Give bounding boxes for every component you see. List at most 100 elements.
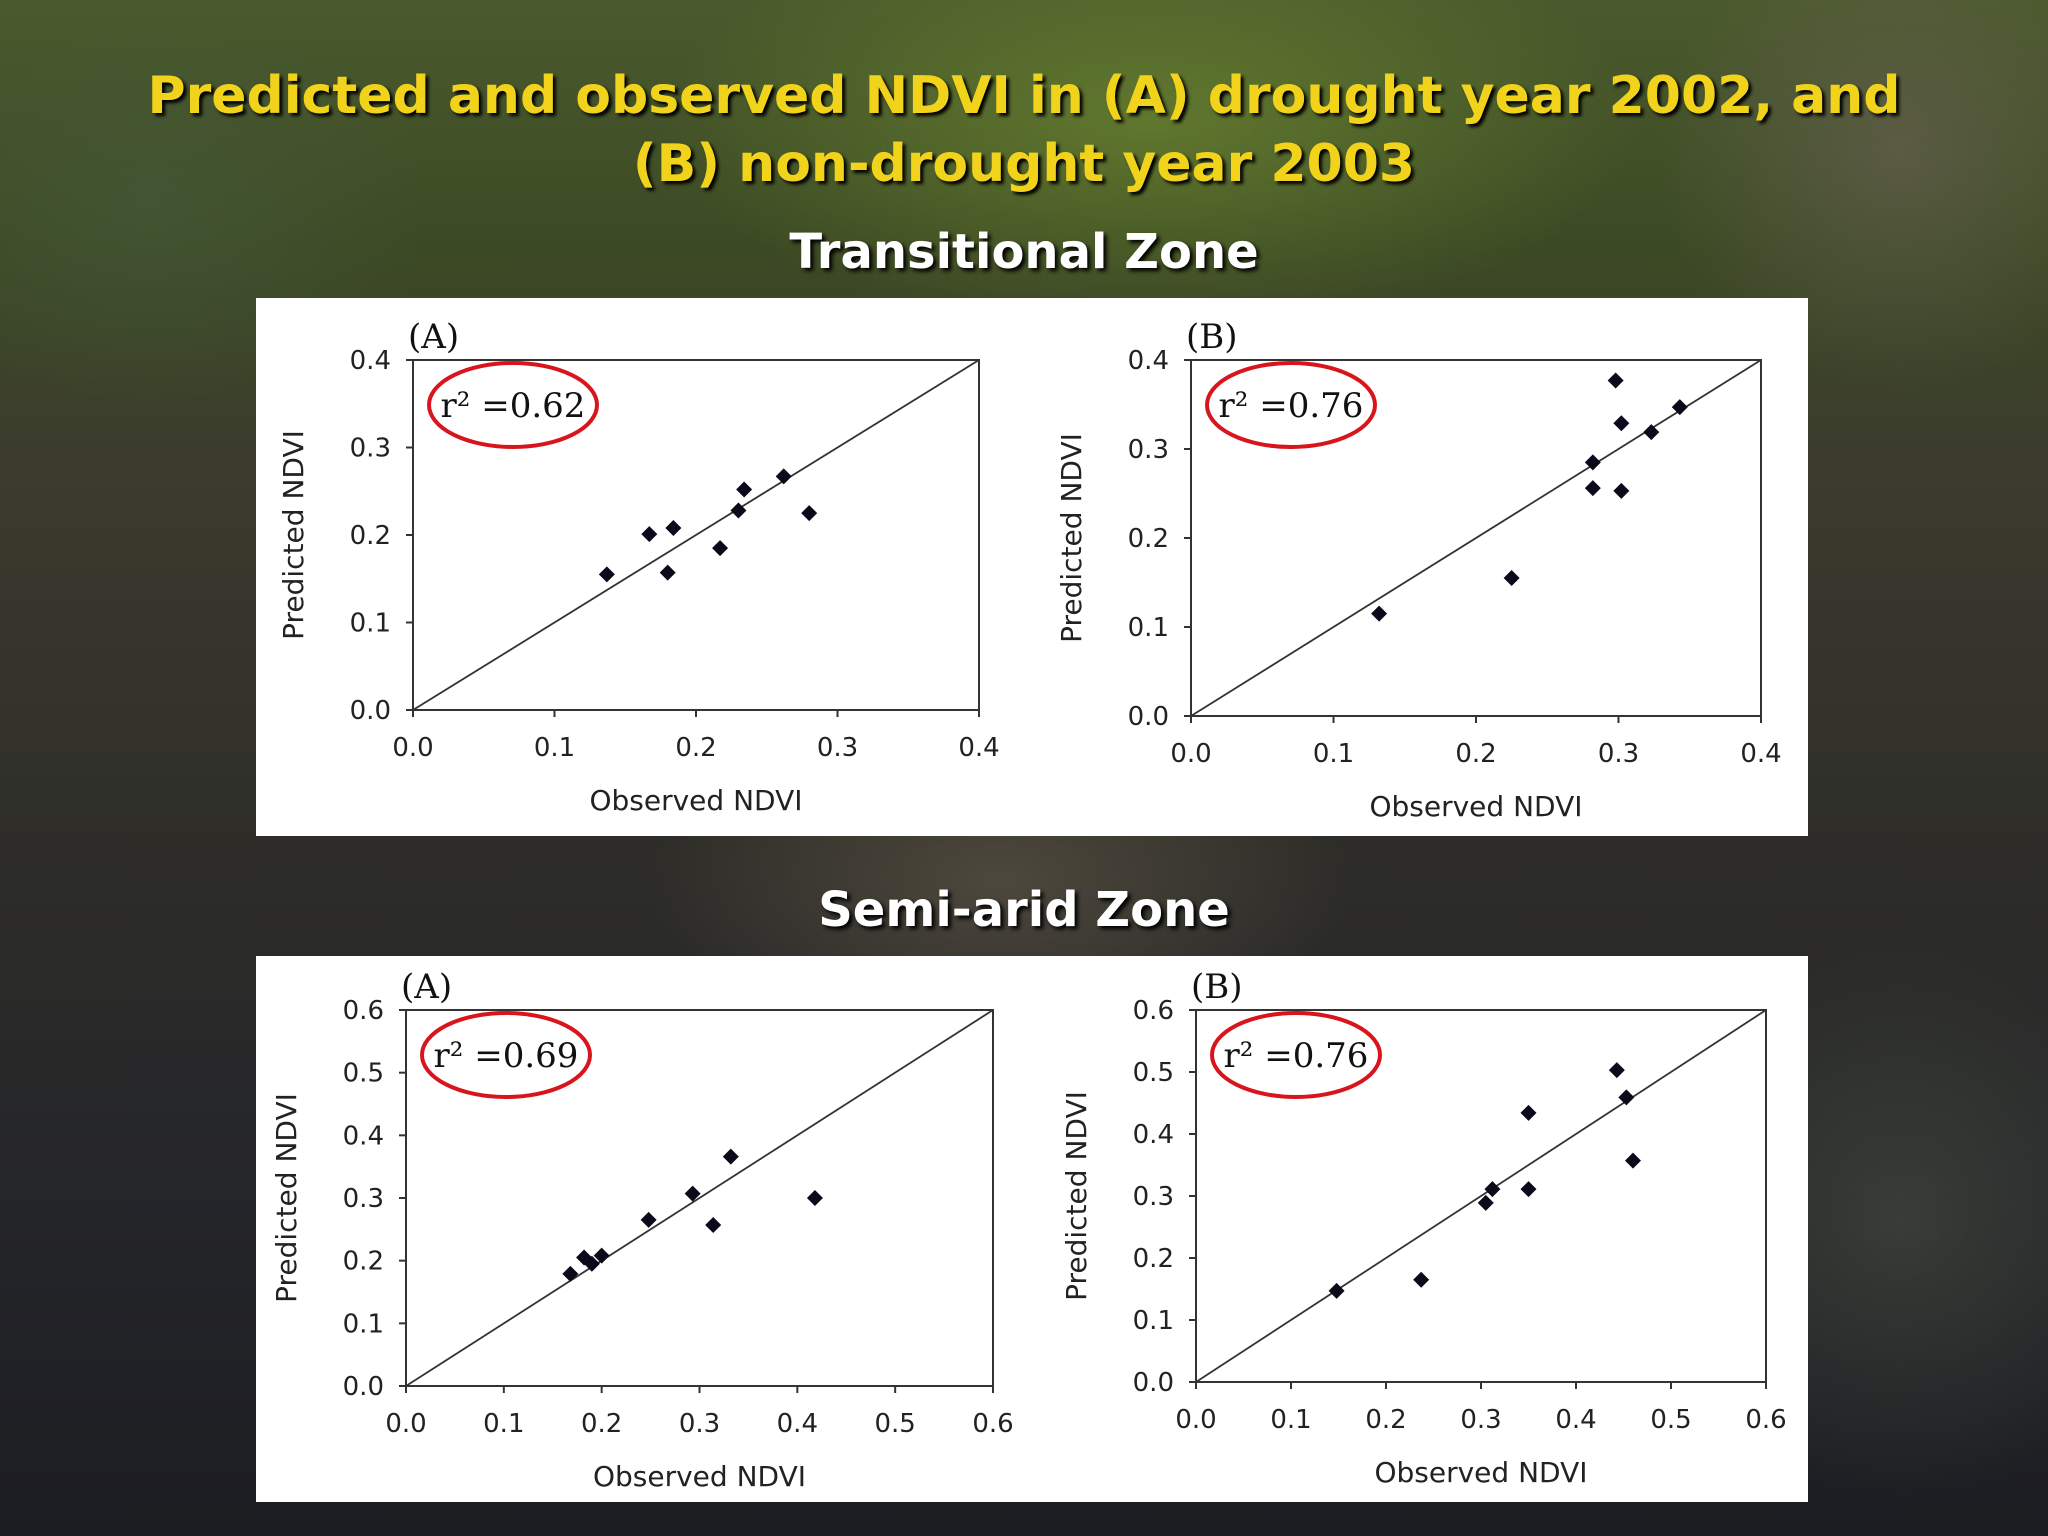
y-tick-label: 0.0 xyxy=(1128,702,1169,732)
x-tick-label: 0.2 xyxy=(1365,1405,1406,1435)
one-to-one-line xyxy=(412,359,980,711)
y-tick-label: 0.5 xyxy=(1133,1058,1174,1088)
x-axis-label: Observed NDVI xyxy=(589,784,802,817)
data-point xyxy=(562,1265,579,1282)
semiarid-panel: 0.0 0.1 0.2 0.3 0.4 0.5 0.6 0.0 0.1 0.2 0.3 0.4 0.5 0… xyxy=(256,956,1808,1502)
x-tick-label: 0.2 xyxy=(675,733,716,763)
slide-title: Predicted and observed NDVI in (A) droug… xyxy=(0,62,2048,198)
y-tick-label: 0.6 xyxy=(343,996,384,1026)
data-point xyxy=(641,526,658,543)
y-tick-label: 0.2 xyxy=(350,521,391,551)
y-axis-label: Predicted NDVI xyxy=(1060,1091,1093,1301)
data-point xyxy=(736,481,753,498)
x-tick-label: 0.2 xyxy=(581,1409,622,1439)
data-point xyxy=(598,566,615,583)
zone-label-transitional: Transitional Zone xyxy=(789,224,1259,280)
x-tick-label: 0.3 xyxy=(679,1409,720,1439)
data-point xyxy=(801,505,818,522)
x-tick-label: 0.6 xyxy=(972,1409,1013,1439)
y-tick-label: 0.4 xyxy=(350,346,391,376)
x-tick-label: 0.4 xyxy=(958,733,999,763)
data-point xyxy=(1520,1181,1537,1198)
data-point xyxy=(1618,1089,1635,1106)
y-axis-label: Predicted NDVI xyxy=(1055,433,1088,643)
data-point xyxy=(705,1216,722,1233)
x-tick-label: 0.0 xyxy=(1170,739,1211,769)
data-point xyxy=(1477,1194,1494,1211)
data-point xyxy=(775,468,792,485)
slide-title-line-2: (B) non-drought year 2003 xyxy=(632,134,1416,194)
data-point xyxy=(1371,605,1388,622)
data-point xyxy=(583,1255,600,1272)
data-point xyxy=(684,1185,701,1202)
x-tick-label: 0.1 xyxy=(1270,1405,1311,1435)
x-tick-label: 0.5 xyxy=(874,1409,915,1439)
data-point xyxy=(1613,415,1630,432)
x-tick-label: 0.4 xyxy=(1555,1405,1596,1435)
y-tick-label: 0.4 xyxy=(343,1121,384,1151)
y-tick-label: 0.3 xyxy=(1133,1182,1174,1212)
y-tick-label: 0.2 xyxy=(1133,1244,1174,1274)
data-point xyxy=(1607,372,1624,389)
panel-letter: (B) xyxy=(1191,967,1243,1007)
slide-title-line-1: Predicted and observed NDVI in (A) droug… xyxy=(147,66,1901,126)
r2-highlight-ellipse xyxy=(1210,1011,1382,1099)
x-axis-label: Observed NDVI xyxy=(1374,1456,1587,1489)
transitional-charts-svg: 0.0 0.1 0.2 0.3 0.4 0.0 0.1 0.2 0.3 0.4 Observed N… xyxy=(277,317,1782,823)
data-point xyxy=(1643,424,1660,441)
data-point xyxy=(1484,1181,1501,1198)
r2-annotation: r² =0.62 xyxy=(441,386,586,426)
chart-semiarid-b: 0.0 0.1 0.2 0.3 0.4 0.5 0.6 0.0 0.1 0.2 0.3 0.4 0.5 0… xyxy=(1060,967,1787,1489)
x-tick-label: 0.1 xyxy=(483,1409,524,1439)
x-axis-label: Observed NDVI xyxy=(1369,790,1582,823)
data-point xyxy=(712,540,729,557)
x-tick-label: 0.3 xyxy=(1598,739,1639,769)
r2-highlight-ellipse xyxy=(427,361,599,449)
data-point xyxy=(1625,1152,1641,1169)
r2-highlight-ellipse xyxy=(1205,361,1377,449)
r2-annotation: r² =0.76 xyxy=(1219,386,1364,426)
y-tick-label: 0.3 xyxy=(343,1184,384,1214)
data-point xyxy=(730,502,747,519)
one-to-one-line xyxy=(1195,1009,1767,1383)
data-point xyxy=(1584,480,1601,497)
x-tick-label: 0.1 xyxy=(1313,739,1354,769)
data-point xyxy=(640,1211,657,1228)
panel-letter: (A) xyxy=(408,317,459,357)
y-tick-label: 0.3 xyxy=(1128,435,1169,465)
y-tick-label: 0.1 xyxy=(1133,1306,1174,1336)
data-point xyxy=(1584,454,1601,471)
data-point xyxy=(806,1190,823,1206)
data-point xyxy=(1413,1271,1430,1288)
y-tick-label: 0.4 xyxy=(1133,1120,1174,1150)
x-tick-label: 0.1 xyxy=(534,733,575,763)
x-tick-label: 0.4 xyxy=(777,1409,818,1439)
zone-label-semiarid: Semi-arid Zone xyxy=(818,882,1230,938)
r2-highlight-ellipse xyxy=(420,1011,592,1099)
data-point xyxy=(1520,1104,1537,1121)
x-tick-label: 0.0 xyxy=(392,733,433,763)
x-tick-label: 0.3 xyxy=(1460,1405,1501,1435)
y-tick-label: 0.5 xyxy=(343,1059,384,1089)
x-axis-label: Observed NDVI xyxy=(593,1460,806,1493)
panel-letter: (B) xyxy=(1186,317,1238,357)
y-tick-label: 0.3 xyxy=(350,434,391,464)
y-tick-label: 0.0 xyxy=(343,1372,384,1402)
one-to-one-line xyxy=(405,1009,994,1387)
data-point xyxy=(593,1247,610,1264)
x-tick-label: 0.6 xyxy=(1745,1405,1786,1435)
x-tick-label: 0.4 xyxy=(1740,739,1781,769)
y-tick-label: 0.0 xyxy=(350,696,391,726)
chart-semiarid-a: 0.0 0.1 0.2 0.3 0.4 0.5 0.6 0.0 0.1 0.2 0.3 0.4 0.5 0… xyxy=(270,967,1014,1493)
y-tick-label: 0.6 xyxy=(1133,996,1174,1026)
y-tick-label: 0.1 xyxy=(343,1309,384,1339)
data-point xyxy=(722,1148,739,1165)
y-tick-label: 0.2 xyxy=(1128,524,1169,554)
y-tick-label: 0.2 xyxy=(343,1247,384,1277)
panel-letter: (A) xyxy=(401,967,452,1007)
x-tick-label: 0.0 xyxy=(1175,1405,1216,1435)
y-tick-label: 0.1 xyxy=(350,609,391,639)
x-tick-label: 0.3 xyxy=(817,733,858,763)
transitional-panel: 0.0 0.1 0.2 0.3 0.4 0.0 0.1 0.2 0.3 0.4 Observed N… xyxy=(256,298,1808,836)
one-to-one-line xyxy=(1190,359,1762,717)
